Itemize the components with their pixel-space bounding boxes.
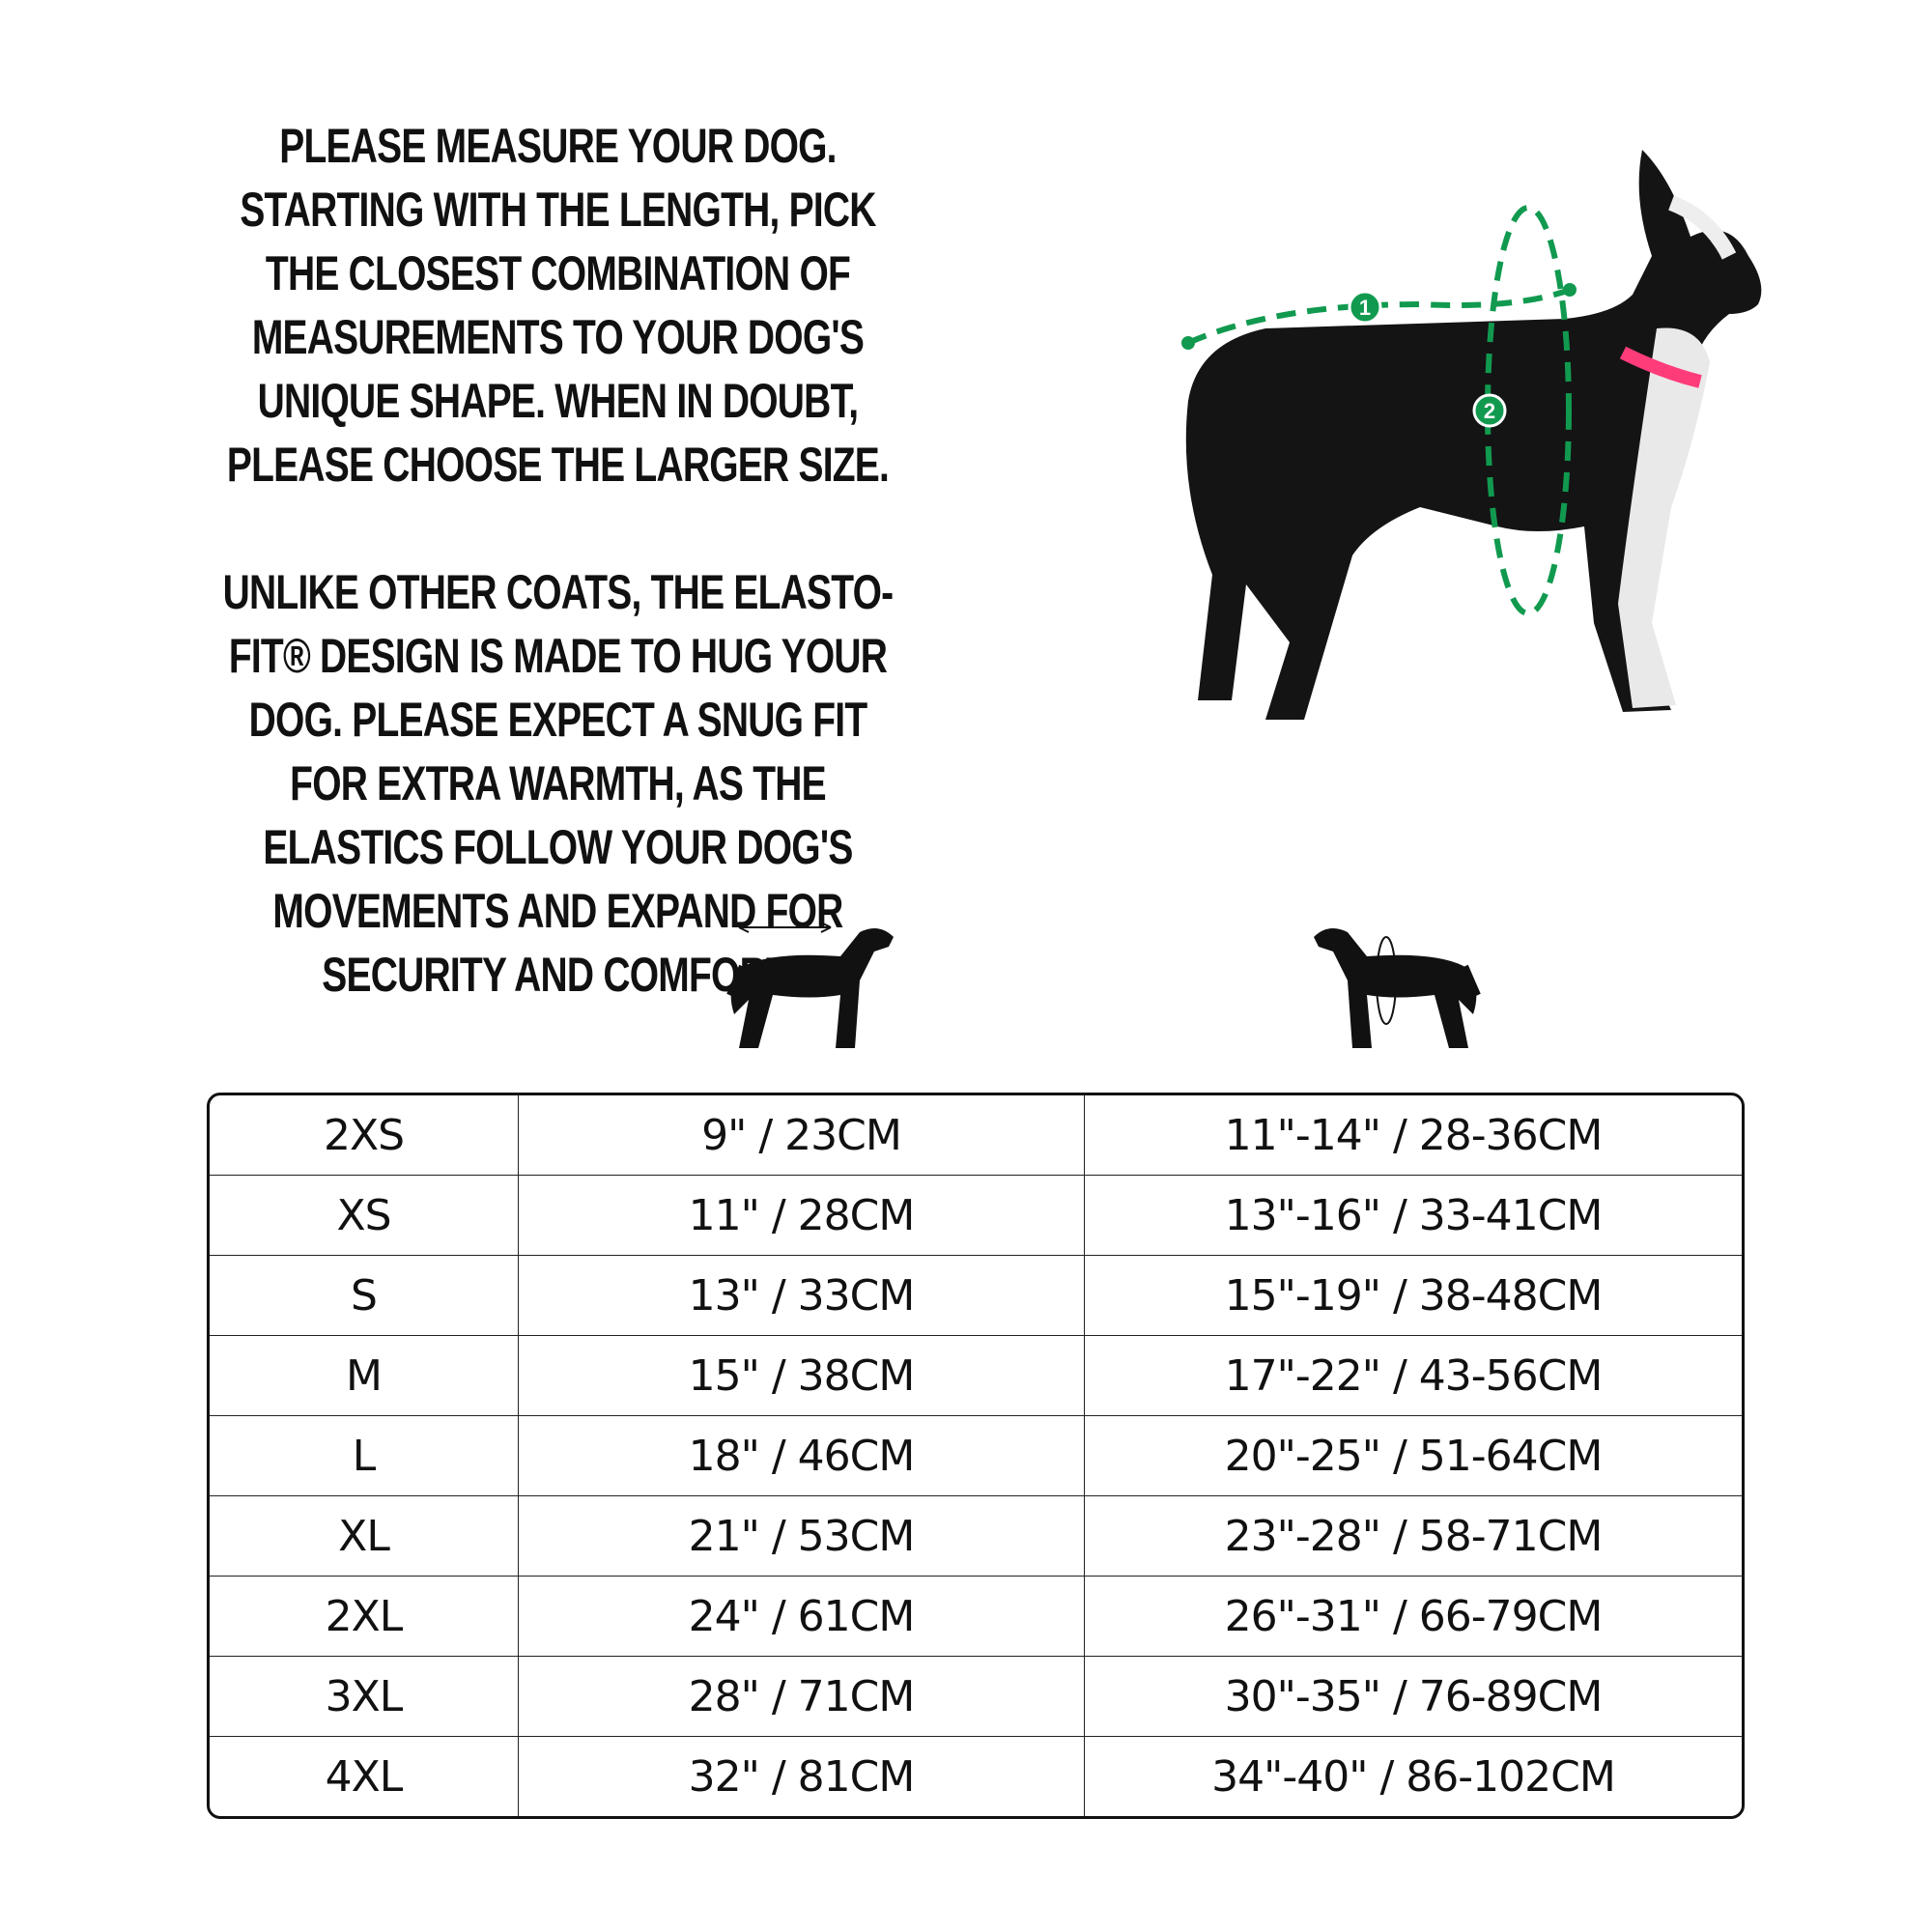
table-row: 3XL 28" / 71CM 30"-35" / 76-89CM: [210, 1657, 1742, 1737]
dog-photo-silhouette: [1185, 150, 1762, 720]
size-cell: XS: [210, 1176, 519, 1256]
table-row: 2XL 24" / 61CM 26"-31" / 66-79CM: [210, 1577, 1742, 1657]
table-row: M 15" / 38CM 17"-22" / 43-56CM: [210, 1336, 1742, 1416]
table-row: L 18" / 46CM 20"-25" / 51-64CM: [210, 1416, 1742, 1496]
chest-girth-cell: 26"-31" / 66-79CM: [1085, 1577, 1742, 1657]
chest-girth-cell: 17"-22" / 43-56CM: [1085, 1336, 1742, 1416]
measuring-instructions: Please measure your dog. Starting with t…: [126, 114, 990, 1070]
instructions-paragraph: Please measure your dog. Starting with t…: [226, 119, 890, 492]
size-cell: 2XL: [210, 1577, 519, 1657]
chest-girth-cell: 34"-40" / 86-102CM: [1211, 1751, 1616, 1802]
chest-girth-cell: 20"-25" / 51-64CM: [1085, 1416, 1742, 1496]
length-cell: 15" / 38CM: [519, 1336, 1085, 1416]
chest-girth-cell: 13"-16" / 33-41CM: [1085, 1176, 1742, 1256]
dog-measurement-photo: 1 2: [1181, 150, 1762, 720]
size-cell: 4XL: [210, 1737, 519, 1816]
chest-girth-cell: 23"-28" / 58-71CM: [1085, 1496, 1742, 1577]
table-row: 2XS 9" / 23CM 11"-14" / 28-36CM: [210, 1095, 1742, 1176]
length-cell: 13" / 33CM: [519, 1256, 1085, 1336]
chest-girth-measure-line: [1485, 205, 1572, 616]
table-row: XL 21" / 53CM 23"-28" / 58-71CM: [210, 1496, 1742, 1577]
size-cell: XL: [210, 1496, 519, 1577]
dog-chest-girth-icon: [1314, 928, 1481, 1048]
size-cell: S: [210, 1256, 519, 1336]
size-cell: 3XL: [210, 1657, 519, 1737]
size-cell: M: [210, 1336, 519, 1416]
length-cell: 11" / 28CM: [519, 1176, 1085, 1256]
length-cell: 21" / 53CM: [519, 1496, 1085, 1577]
length-cell: 18" / 46CM: [519, 1416, 1085, 1496]
size-cell: L: [210, 1416, 519, 1496]
size-chart-table: 2XS 9" / 23CM 11"-14" / 28-36CM XS 11" / 28C…: [207, 1093, 1745, 1819]
marker-1: 1: [1359, 296, 1371, 320]
length-cell: 28" / 71CM: [519, 1657, 1085, 1737]
table-row: S 13" / 33CM 15"-19" / 38-48CM: [210, 1256, 1742, 1336]
chest-girth-cell: 11"-14" / 28-36CM: [1085, 1095, 1742, 1176]
marker-2: 2: [1484, 399, 1495, 423]
length-cell: 9" / 23CM: [519, 1095, 1085, 1176]
size-cell: 2XS: [210, 1095, 519, 1176]
fit-note-paragraph: Unlike other coats, the Elasto-Fit® desi…: [222, 565, 895, 1002]
chest-girth-cell: 15"-19" / 38-48CM: [1085, 1256, 1742, 1336]
dog-length-icon: [726, 922, 894, 1048]
table-row: XS 11" / 28CM 13"-16" / 33-41CM: [210, 1176, 1742, 1256]
length-cell: 24" / 61CM: [519, 1577, 1085, 1657]
length-measure-line: [1186, 287, 1572, 346]
length-cell: 32" / 81CM: [519, 1737, 1085, 1816]
chest-girth-cell: 30"-35" / 76-89CM: [1085, 1657, 1742, 1737]
table-row: 4XL 32" / 81CM 34"-40" / 86-102CM: [210, 1737, 1742, 1816]
